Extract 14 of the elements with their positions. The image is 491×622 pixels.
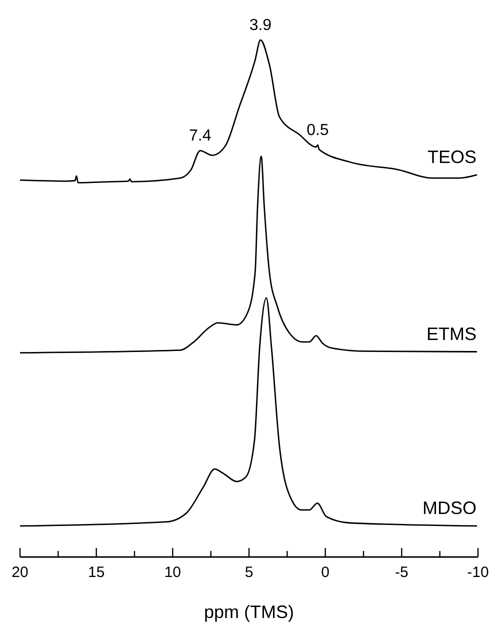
annotation: 0.5 — [306, 122, 329, 139]
series-label: TEOS — [427, 146, 476, 167]
annotation: 3.9 — [249, 17, 272, 34]
x-tick-label: -5 — [394, 564, 408, 581]
annotation: 7.4 — [189, 128, 212, 145]
series-label: MDSO — [422, 498, 476, 518]
series-label: ETMS — [426, 324, 476, 344]
x-tick-label: 5 — [244, 564, 254, 581]
x-tick-label: 10 — [164, 564, 182, 581]
x-tick-label: 15 — [88, 564, 105, 581]
x-tick-label: -10 — [467, 564, 489, 581]
x-tick-label: 0 — [321, 564, 330, 581]
x-tick-label: 20 — [12, 564, 28, 581]
x-axis-title: ppm (TMS) — [204, 602, 294, 622]
